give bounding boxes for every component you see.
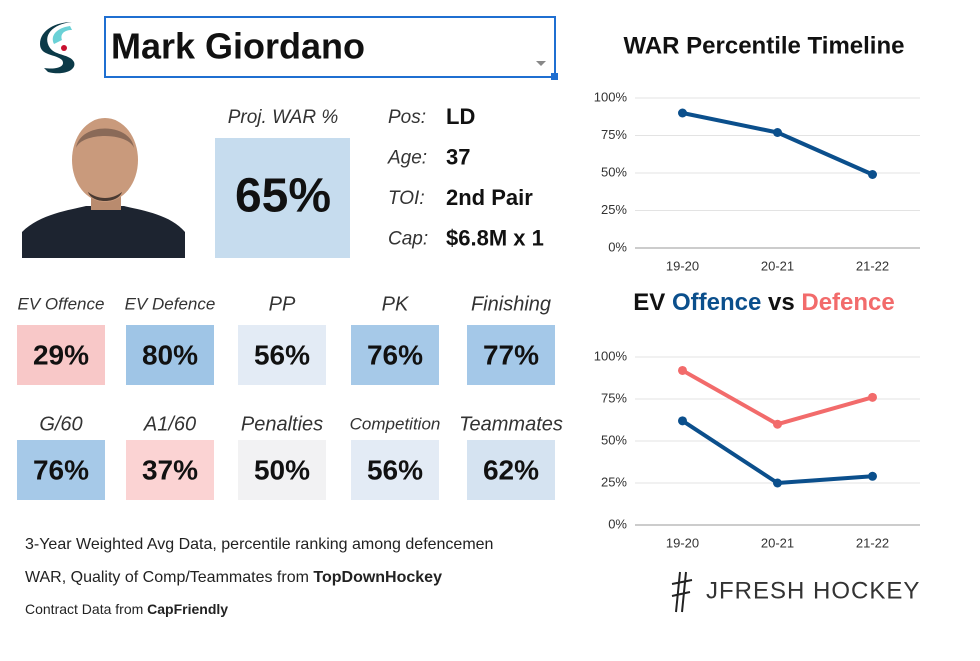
bio-label: Age: — [387, 148, 427, 169]
projection-label: Proj. WAR % — [228, 107, 339, 128]
metric-tile — [351, 440, 439, 500]
metric-value: 62% — [483, 454, 539, 485]
metric-value: 37% — [142, 454, 198, 485]
metric-label: PK — [382, 293, 410, 315]
bio-label: TOI: — [388, 188, 425, 209]
x-tick-label: 21-22 — [856, 258, 889, 273]
metric-value: 76% — [367, 339, 423, 370]
player-name: Mark Giordano — [111, 26, 365, 67]
note-text: WAR, Quality of Comp/Teammates from — [25, 569, 309, 586]
metric-label: Competition — [350, 414, 441, 433]
note-text: Contract Data from — [25, 601, 143, 617]
x-tick-label: 20-21 — [761, 535, 794, 550]
metric-value: 50% — [254, 454, 310, 485]
note-source: TopDownHockey — [313, 569, 442, 586]
metric-label: Teammates — [459, 413, 563, 435]
metric-label: Finishing — [471, 293, 551, 315]
point — [868, 392, 877, 402]
name-box[interactable] — [104, 16, 556, 78]
projection-value: 65% — [235, 170, 331, 223]
point — [773, 419, 782, 429]
metric-value: 56% — [254, 339, 310, 370]
bio-value: 37 — [446, 144, 470, 169]
bio-value: $6.8M x 1 — [446, 225, 544, 250]
point — [868, 471, 877, 481]
note: Contract Data from CapFriendly — [25, 601, 228, 617]
metric-tile — [238, 440, 326, 500]
metrics: EV Offence 29% EV Defence 80% PP 56% PK 76% Fini… — [17, 293, 563, 500]
note: WAR, Quality of Comp/Teammates from TopD… — [25, 569, 442, 586]
point — [868, 170, 877, 179]
brand-logo — [671, 571, 693, 613]
projection-box — [215, 138, 350, 258]
metric-value: 29% — [33, 339, 89, 370]
metric-label: PP — [269, 293, 296, 315]
x-tick-label: 21-22 — [856, 535, 889, 550]
y-tick-label: 50% — [601, 164, 627, 179]
bio-value: 2nd Pair — [446, 185, 533, 210]
metric-tile — [17, 325, 105, 385]
y-tick-label: 25% — [601, 474, 627, 489]
point — [678, 416, 687, 426]
y-tick-label: 25% — [601, 202, 627, 217]
resize-handle — [551, 73, 558, 80]
x-tick-label: 19-20 — [666, 535, 699, 550]
y-tick-label: 75% — [601, 127, 627, 142]
metric-value: 80% — [142, 339, 198, 370]
x-tick-label: 19-20 — [666, 258, 699, 273]
note: 3-Year Weighted Avg Data, percentile ran… — [25, 536, 493, 553]
title-part: vs — [768, 289, 795, 316]
dropdown-arrow[interactable] — [536, 61, 546, 66]
y-tick-label: 100% — [594, 89, 628, 104]
metric-label: A1/60 — [143, 413, 196, 435]
metric-tile — [17, 440, 105, 500]
metric-label: EV Offence — [18, 294, 105, 313]
player-photo — [22, 105, 185, 258]
bio-value: LD — [446, 104, 475, 129]
metric-tile — [467, 325, 555, 385]
y-tick-label: 75% — [601, 390, 627, 405]
point — [773, 128, 782, 137]
chart-title: WAR Percentile Timeline — [624, 32, 905, 59]
metric-value: 77% — [483, 339, 539, 370]
brand: JFRESH HOCKEY — [706, 577, 920, 604]
metric-value: 56% — [367, 454, 423, 485]
title-part: EV — [633, 289, 665, 316]
y-tick-label: 0% — [608, 239, 627, 254]
x-tick-label: 20-21 — [761, 258, 794, 273]
metric-label: G/60 — [39, 413, 82, 435]
team-logo — [40, 22, 75, 74]
y-tick-label: 0% — [608, 516, 627, 531]
metric-label: EV Defence — [125, 294, 216, 313]
note-source: CapFriendly — [147, 601, 228, 617]
point — [678, 108, 687, 118]
metric-tile — [126, 325, 214, 385]
metric-tile — [467, 440, 555, 500]
charts: 0% 25% 50% 75% 100% 19-20 20-21 21-22 0% 25% 50% 75… — [594, 89, 920, 550]
bio-label: Pos: — [388, 107, 426, 128]
metric-tile — [351, 325, 439, 385]
point — [678, 365, 687, 375]
metric-tile — [238, 325, 326, 385]
legend-offence: Offence — [672, 289, 761, 316]
y-tick-label: 50% — [601, 432, 627, 447]
metric-tile — [126, 440, 214, 500]
point — [773, 478, 782, 488]
bio-label: Cap: — [388, 229, 428, 250]
bio: Pos: LD Age: 37 TOI: 2nd Pair Cap: $6.8M x 1 — [387, 104, 544, 251]
metric-value: 76% — [33, 454, 89, 485]
legend-defence: Defence — [801, 289, 894, 316]
chart-title: EV Offence vs Defence — [633, 289, 894, 316]
metric-label: Penalties — [241, 413, 323, 435]
y-tick-label: 100% — [594, 348, 628, 363]
